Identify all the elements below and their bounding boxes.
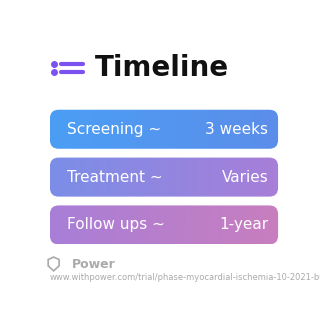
Text: Treatment ~: Treatment ~ (67, 170, 163, 185)
Text: Power: Power (72, 258, 116, 271)
Text: 3 weeks: 3 weeks (205, 122, 268, 137)
Text: Varies: Varies (221, 170, 268, 185)
Text: Follow ups ~: Follow ups ~ (67, 217, 165, 232)
Text: Screening ~: Screening ~ (67, 122, 161, 137)
Text: Timeline: Timeline (95, 54, 229, 82)
Text: 1-year: 1-year (219, 217, 268, 232)
Text: www.withpower.com/trial/phase-myocardial-ischemia-10-2021-b0ed3: www.withpower.com/trial/phase-myocardial… (50, 273, 320, 282)
